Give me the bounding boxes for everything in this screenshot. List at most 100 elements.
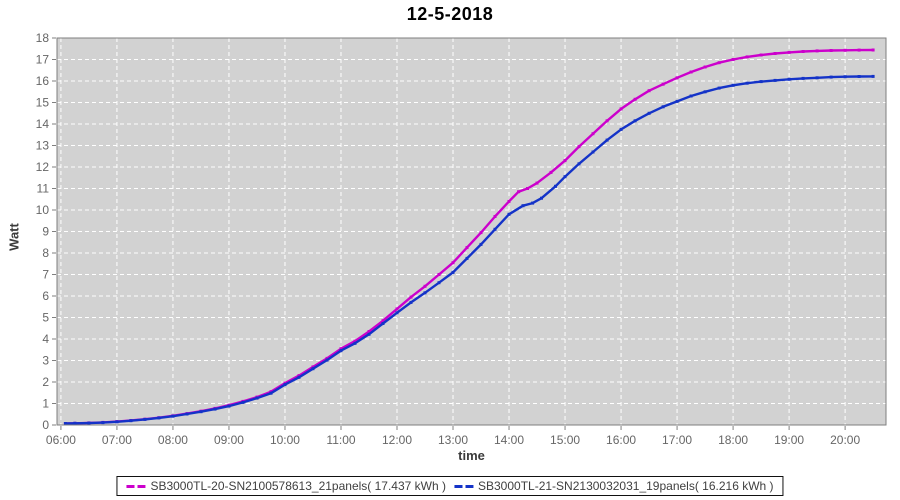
series-marker-2 [437, 281, 441, 285]
series-marker-2 [409, 300, 413, 304]
series-marker-2 [843, 75, 847, 79]
x-tick-label: 07:00 [102, 433, 132, 447]
x-tick-label: 08:00 [158, 433, 188, 447]
x-tick-label: 19:00 [774, 433, 804, 447]
series-marker-2 [157, 416, 161, 420]
legend-item-series1: SB3000TL-20-SN2100578613_21panels( 17.43… [126, 479, 446, 493]
x-tick-label: 11:00 [326, 433, 355, 447]
series-marker-2 [633, 119, 637, 123]
series-marker-1 [871, 48, 875, 52]
series-marker-1 [381, 319, 385, 323]
series-marker-1 [591, 132, 595, 136]
series-marker-1 [325, 356, 329, 360]
series-marker-2 [171, 414, 175, 418]
y-tick-label: 14 [36, 117, 50, 131]
series-marker-2 [311, 367, 315, 371]
y-tick-label: 1 [42, 397, 49, 411]
x-tick-label: 20:00 [830, 433, 860, 447]
y-tick-label: 18 [36, 31, 50, 45]
series-marker-1 [857, 48, 861, 52]
series-marker-2 [115, 420, 119, 424]
series-marker-2 [540, 196, 543, 200]
series-marker-1 [815, 49, 819, 53]
series-marker-2 [451, 270, 455, 274]
legend: SB3000TL-20-SN2100578613_21panels( 17.43… [116, 476, 784, 496]
y-tick-label: 8 [42, 246, 49, 260]
series-marker-2 [871, 74, 875, 78]
series-marker-2 [829, 75, 833, 79]
series-marker-1 [465, 246, 469, 250]
y-tick-label: 15 [36, 96, 50, 110]
series-marker-1 [423, 284, 427, 288]
series-marker-1 [563, 159, 567, 163]
series-marker-1 [451, 261, 455, 265]
series-marker-2 [773, 78, 777, 82]
series-marker-1 [773, 52, 777, 55]
series-marker-2 [703, 90, 707, 94]
chart-title: 12-5-2018 [406, 4, 494, 24]
series-marker-2 [619, 127, 623, 131]
series-marker-2 [815, 76, 819, 80]
series2-line-swatch [454, 484, 473, 488]
series-marker-2 [199, 410, 203, 414]
x-tick-label: 06:00 [46, 433, 76, 447]
series-marker-2 [423, 291, 427, 295]
series-line-2 [64, 75, 875, 425]
y-tick-label: 4 [42, 332, 49, 346]
series1-line-swatch [126, 484, 146, 488]
series-marker-2 [227, 404, 231, 408]
series-marker-2 [493, 227, 497, 231]
y-tick-label: 17 [36, 53, 50, 67]
series-marker-2 [857, 75, 861, 78]
series-marker-1 [647, 89, 651, 93]
series-marker-2 [63, 422, 67, 425]
y-tick-label: 16 [36, 74, 50, 88]
series-marker-2 [283, 383, 287, 387]
x-tick-label: 10:00 [270, 433, 300, 447]
series-marker-1 [689, 70, 693, 74]
series-marker-1 [759, 53, 763, 57]
y-tick-label: 6 [42, 289, 49, 303]
series-marker-2 [129, 419, 133, 423]
series-marker-1 [577, 145, 581, 149]
series-marker-2 [479, 242, 483, 246]
series-marker-2 [353, 341, 357, 345]
series-marker-1 [493, 215, 497, 218]
y-tick-label: 11 [37, 182, 50, 196]
series-marker-2 [269, 391, 273, 395]
series-marker-1 [395, 307, 399, 311]
series-marker-2 [801, 76, 805, 80]
x-tick-label: 18:00 [718, 433, 748, 447]
series-marker-2 [577, 162, 581, 166]
series-marker-1 [437, 273, 441, 276]
x-tick-label: 12:00 [382, 433, 412, 447]
series-marker-2 [381, 322, 385, 325]
series-marker-1 [745, 55, 749, 59]
series-marker-1 [717, 61, 721, 65]
series-marker-2 [521, 204, 525, 208]
series-marker-2 [367, 332, 371, 336]
series-marker-2 [675, 99, 679, 103]
series-marker-1 [675, 76, 679, 80]
x-tick-label: 15:00 [550, 433, 580, 447]
series-marker-2 [395, 311, 399, 315]
y-tick-label: 0 [42, 418, 49, 432]
series-marker-2 [507, 212, 511, 216]
x-tick-label: 17:00 [662, 433, 692, 447]
y-tick-label: 5 [42, 311, 49, 325]
series-marker-2 [717, 86, 721, 90]
series-marker-1 [535, 181, 539, 185]
y-tick-label: 7 [42, 268, 49, 282]
series-marker-2 [73, 421, 77, 425]
series-marker-1 [843, 48, 847, 52]
series-marker-1 [507, 199, 511, 203]
series-marker-2 [745, 81, 749, 85]
series-marker-2 [185, 412, 189, 416]
y-tick-label: 9 [42, 225, 49, 239]
series-marker-1 [633, 97, 637, 101]
series-marker-2 [647, 111, 651, 115]
series-marker-2 [661, 105, 665, 109]
series-marker-2 [297, 375, 301, 379]
series-marker-2 [213, 407, 217, 411]
